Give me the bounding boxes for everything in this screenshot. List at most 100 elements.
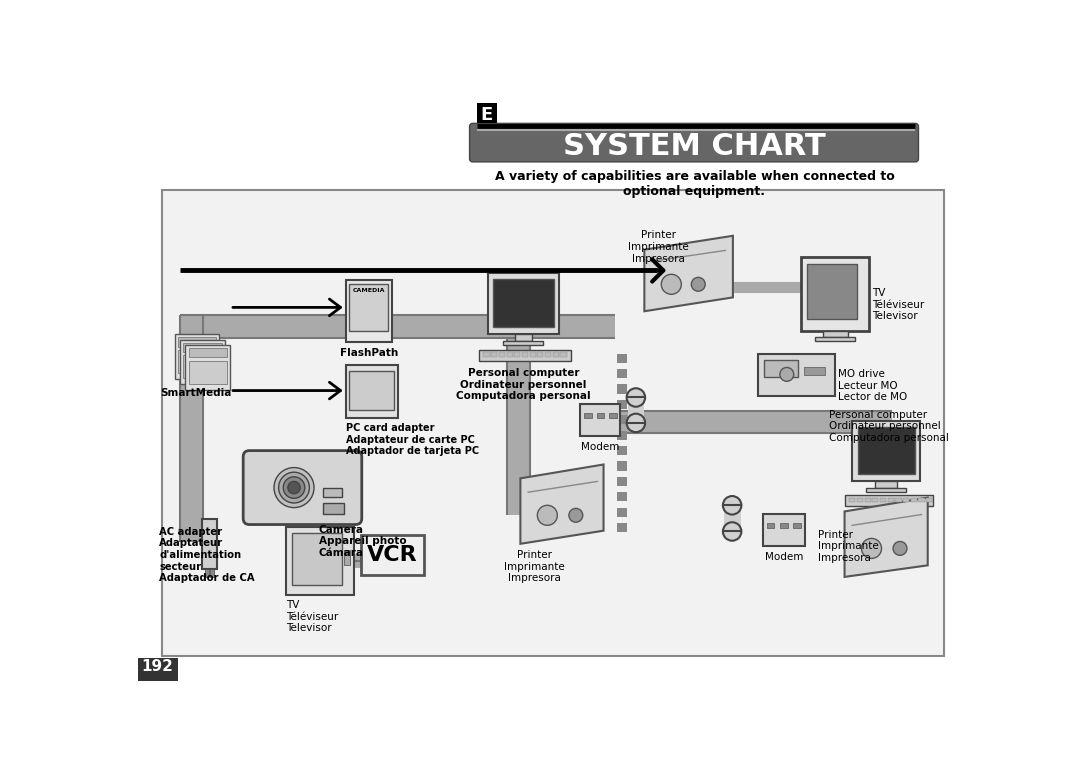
Circle shape: [626, 414, 645, 432]
Bar: [529, 352, 536, 356]
FancyBboxPatch shape: [243, 451, 362, 525]
Bar: [903, 497, 909, 502]
Bar: [845, 495, 933, 506]
Circle shape: [893, 542, 907, 555]
Bar: [804, 367, 825, 375]
Bar: [361, 535, 424, 575]
Bar: [910, 497, 917, 502]
Bar: [617, 369, 627, 378]
Bar: [617, 353, 627, 363]
Circle shape: [723, 522, 741, 541]
Circle shape: [723, 496, 741, 515]
Bar: [202, 519, 217, 569]
FancyBboxPatch shape: [470, 123, 918, 162]
Polygon shape: [521, 464, 604, 544]
Bar: [499, 352, 505, 356]
Bar: [927, 497, 932, 502]
Bar: [186, 345, 230, 390]
Circle shape: [279, 472, 309, 503]
Text: CAMEDIA: CAMEDIA: [352, 288, 384, 293]
Text: Printer
Imprimante
Impresora: Printer Imprimante Impresora: [504, 550, 565, 583]
Bar: [205, 569, 208, 577]
Text: Camera
Appareil photo
Cámara: Camera Appareil photo Cámara: [319, 525, 406, 558]
Bar: [507, 352, 513, 356]
Bar: [522, 352, 528, 356]
Text: Printer
Imprimante
Impresora: Printer Imprimante Impresora: [818, 529, 878, 563]
Text: AC adapter
Adaptateur
d'alimentation
secteur
Adaptador de CA: AC adapter Adaptateur d'alimentation sec…: [159, 527, 255, 583]
Circle shape: [661, 275, 681, 295]
Polygon shape: [845, 497, 928, 577]
Bar: [346, 281, 392, 342]
Bar: [491, 352, 497, 356]
Bar: [617, 415, 627, 425]
Bar: [815, 337, 855, 340]
Bar: [876, 481, 896, 487]
Bar: [823, 330, 848, 337]
Bar: [724, 506, 741, 532]
Text: FlashPath: FlashPath: [339, 348, 397, 358]
Circle shape: [862, 539, 881, 558]
Bar: [895, 497, 902, 502]
Text: TV
Téléviseur
Televisor: TV Téléviseur Televisor: [873, 288, 924, 321]
Bar: [514, 352, 521, 356]
Text: Personal computer
Ordinateur personnel
Computadora personal: Personal computer Ordinateur personnel C…: [829, 410, 949, 443]
Bar: [858, 427, 915, 474]
Text: VCR: VCR: [367, 545, 418, 565]
Bar: [184, 343, 221, 352]
Text: TV
Téléviseur
Televisor: TV Téléviseur Televisor: [286, 600, 338, 633]
Circle shape: [780, 367, 794, 381]
Text: PC card adapter
Adaptateur de carte PC
Adaptador de tarjeta PC: PC card adapter Adaptateur de carte PC A…: [346, 423, 478, 456]
Bar: [184, 355, 221, 378]
Bar: [780, 523, 787, 528]
Bar: [580, 404, 621, 436]
Bar: [292, 533, 341, 585]
Bar: [503, 340, 543, 345]
Text: SYSTEM CHART: SYSTEM CHART: [563, 132, 825, 161]
Bar: [611, 412, 892, 433]
Bar: [488, 273, 558, 334]
Bar: [515, 334, 532, 340]
Circle shape: [274, 467, 314, 508]
Bar: [178, 337, 216, 347]
Bar: [617, 523, 627, 532]
Bar: [545, 352, 551, 356]
Bar: [478, 350, 571, 360]
Bar: [849, 497, 855, 502]
Circle shape: [569, 509, 583, 522]
Text: MO drive
Lecteur MO
Lector de MO: MO drive Lecteur MO Lector de MO: [838, 369, 907, 402]
Bar: [180, 340, 225, 384]
Bar: [211, 569, 214, 577]
Bar: [629, 398, 644, 423]
Bar: [553, 352, 558, 356]
Text: E: E: [481, 106, 492, 124]
Bar: [918, 497, 924, 502]
Circle shape: [626, 389, 645, 407]
Text: A variety of capabilities are available when connected to
optional equipment.: A variety of capabilities are available …: [495, 171, 894, 198]
Bar: [865, 497, 870, 502]
Bar: [345, 550, 350, 565]
Bar: [476, 103, 497, 123]
Polygon shape: [645, 236, 733, 311]
Bar: [346, 365, 397, 418]
Bar: [617, 492, 627, 501]
Bar: [880, 497, 886, 502]
Bar: [767, 523, 774, 528]
Text: SmartMedia: SmartMedia: [160, 389, 231, 399]
Bar: [162, 190, 944, 656]
Bar: [323, 503, 345, 514]
Bar: [866, 487, 906, 492]
Bar: [757, 353, 835, 396]
Bar: [350, 371, 394, 410]
Bar: [323, 487, 341, 496]
Bar: [175, 334, 219, 379]
Bar: [178, 350, 216, 373]
Text: Modem: Modem: [581, 442, 620, 452]
Circle shape: [283, 477, 305, 498]
Bar: [494, 279, 554, 327]
Bar: [617, 508, 627, 517]
Bar: [538, 352, 543, 356]
Bar: [617, 461, 627, 470]
Bar: [801, 257, 869, 330]
Circle shape: [538, 506, 557, 526]
Text: Modem: Modem: [766, 552, 804, 562]
